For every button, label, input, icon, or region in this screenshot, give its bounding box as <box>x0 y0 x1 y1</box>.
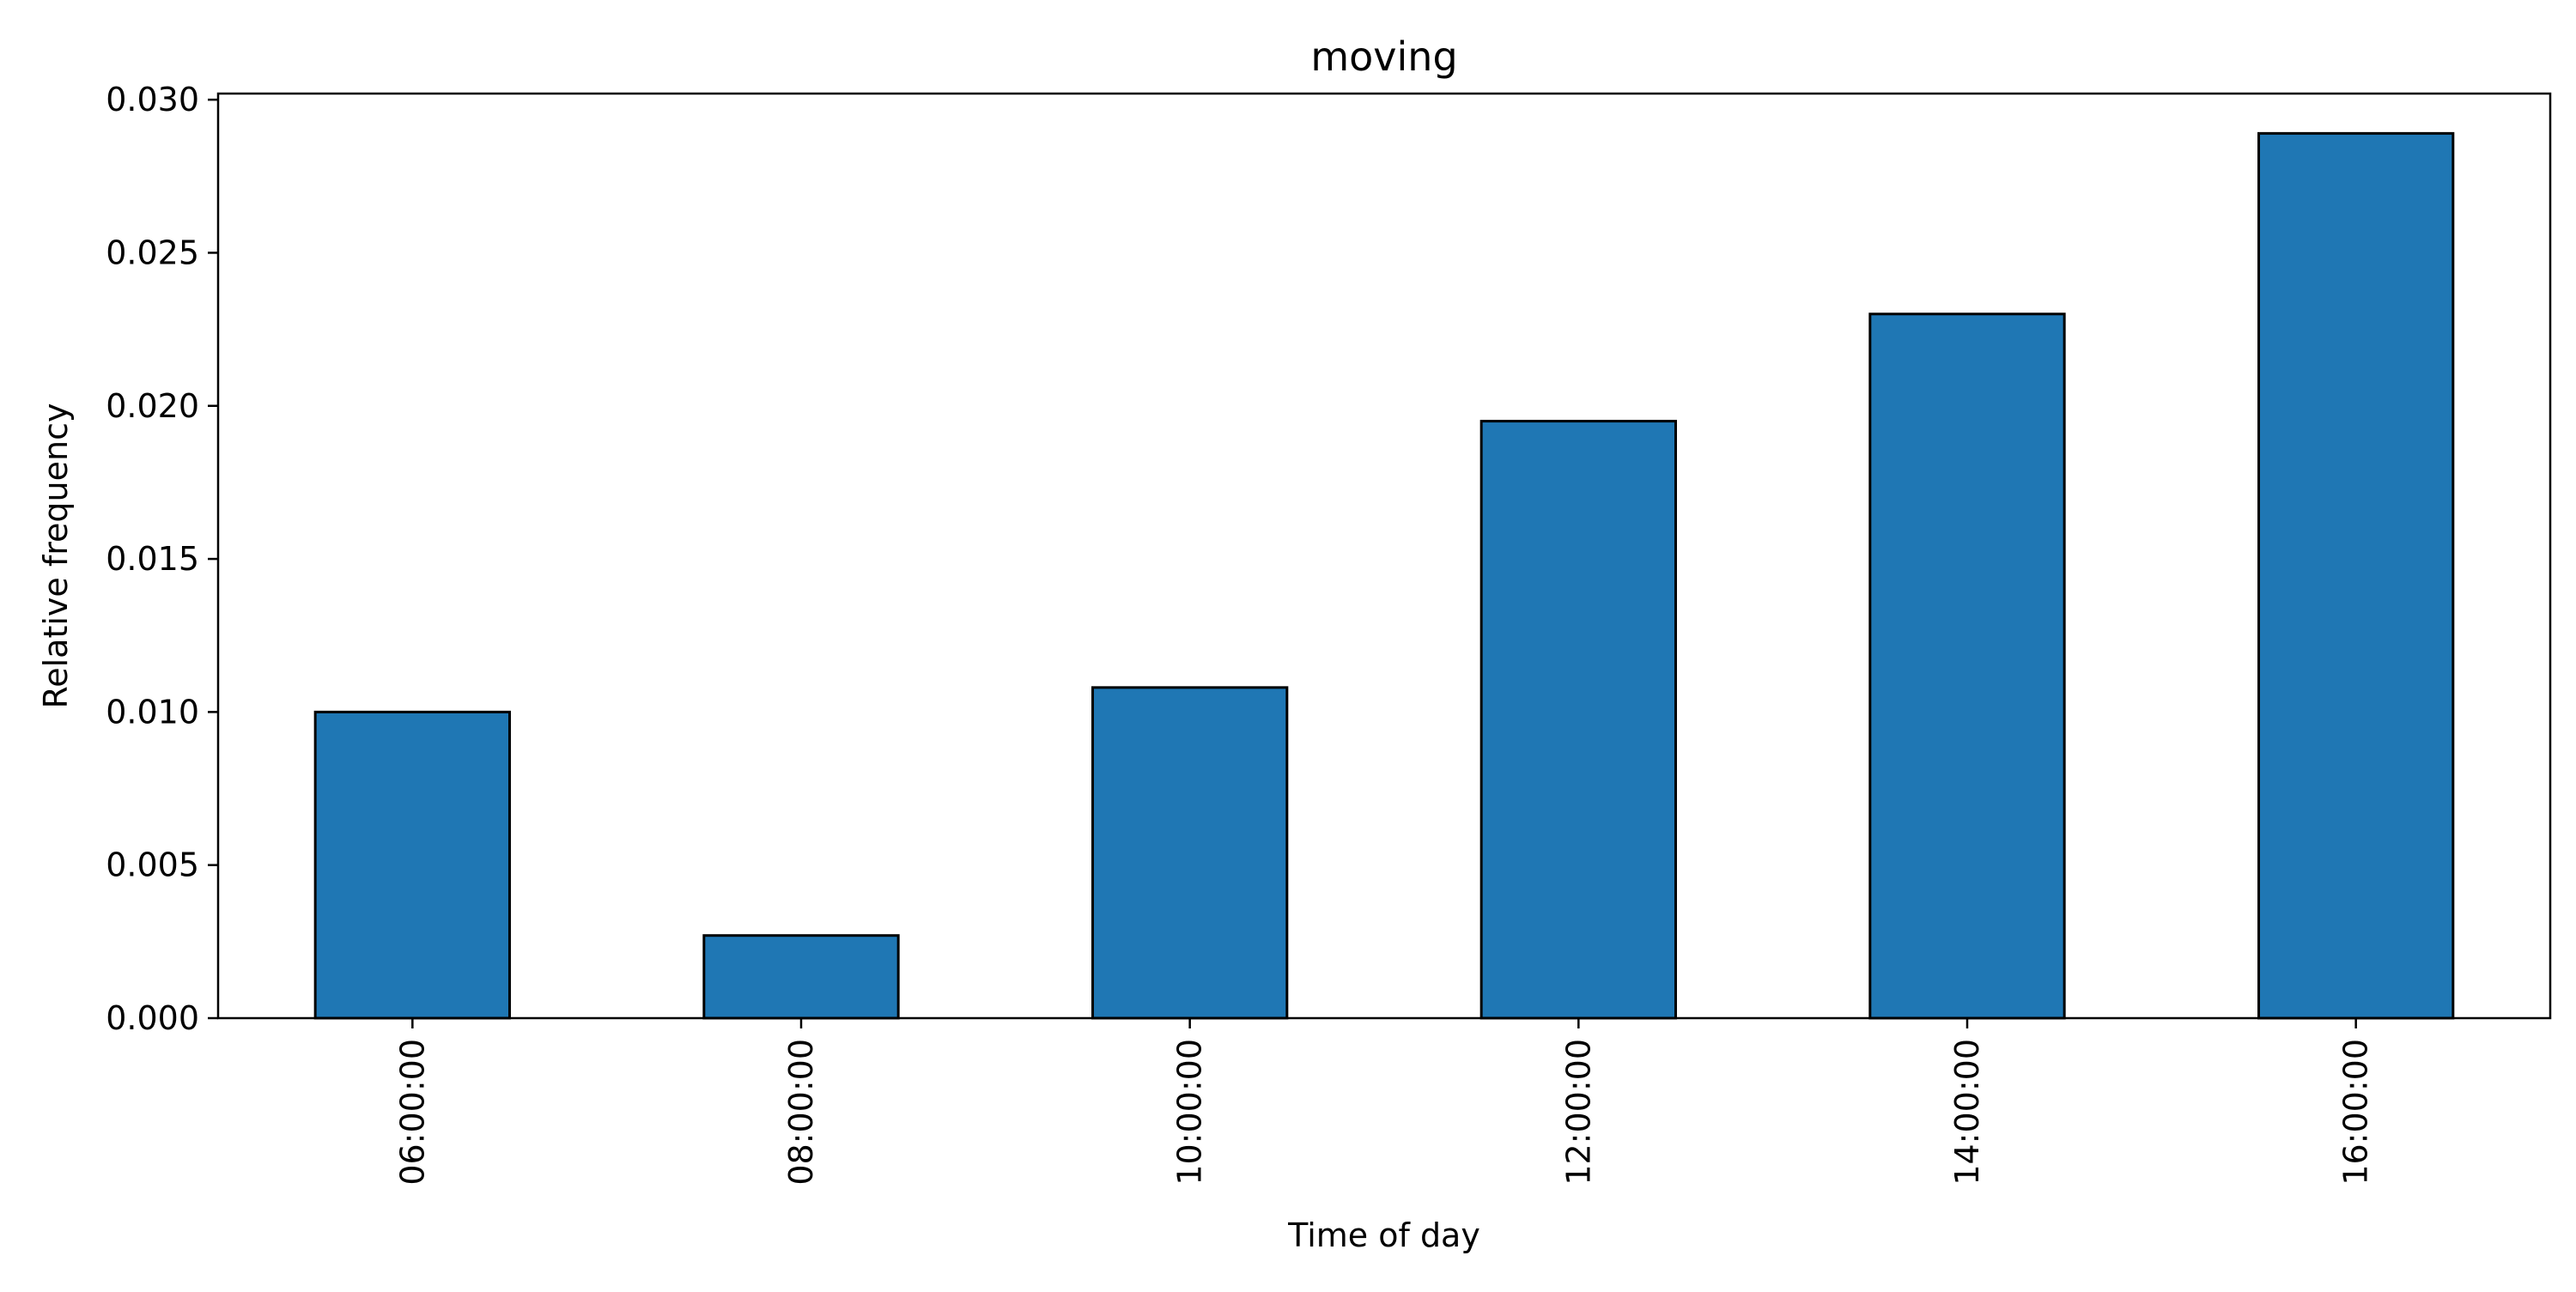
x-tick-label: 16:00:00 <box>2337 1039 2375 1186</box>
y-tick-label: 0.005 <box>106 846 199 884</box>
x-tick-label: 10:00:00 <box>1171 1039 1209 1186</box>
x-axis: 06:00:00 08:00:00 10:00:00 12:00:00 14:00:00… <box>393 1018 2375 1186</box>
bar-08-00-00 <box>702 934 900 1020</box>
x-axis-label: Time of day <box>1287 1216 1480 1254</box>
x-tick-label: 08:00:00 <box>782 1039 820 1186</box>
y-tick-label: 0.010 <box>106 693 199 731</box>
y-tick-label: 0.030 <box>106 81 199 118</box>
bar-16-00-00 <box>2257 131 2455 1020</box>
x-tick-label: 14:00:00 <box>1948 1039 1986 1186</box>
y-tick-label: 0.025 <box>106 234 199 271</box>
chart-title: moving <box>1310 33 1457 80</box>
y-tick-label: 0.000 <box>106 999 199 1037</box>
x-tick-label: 12:00:00 <box>1559 1039 1597 1186</box>
x-tick-label: 06:00:00 <box>393 1039 431 1186</box>
bars-layer <box>313 131 2455 1020</box>
y-tick-label: 0.015 <box>106 540 199 578</box>
bar-10-00-00 <box>1091 686 1289 1020</box>
bar-12-00-00 <box>1479 420 1677 1020</box>
y-axis-label: Relative frequency <box>37 403 75 709</box>
bar-14-00-00 <box>1868 312 2066 1020</box>
plot-area-frame <box>216 92 2552 1020</box>
y-tick-label: 0.020 <box>106 387 199 425</box>
bar-06-00-00 <box>313 710 511 1020</box>
y-axis: 0.000 0.005 0.010 0.015 0.020 0.025 0.030 <box>106 81 218 1037</box>
